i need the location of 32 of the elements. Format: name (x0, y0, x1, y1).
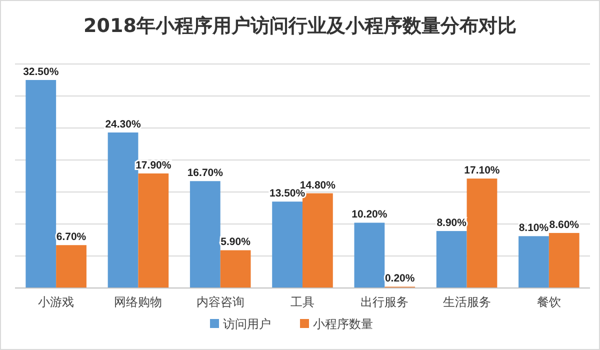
legend-label: 访问用户 (223, 317, 271, 331)
x-tick-label: 工具 (290, 295, 314, 309)
bar (518, 236, 549, 288)
x-tick-label: 餐饮 (536, 295, 561, 309)
bar (354, 222, 385, 288)
data-label: 32.50% (23, 66, 60, 78)
data-label: 0.20% (384, 272, 416, 285)
data-label: 24.30% (105, 118, 142, 130)
bar (56, 245, 86, 288)
legend-label: 小程序数量 (313, 317, 373, 331)
x-tick-label: 小游戏 (38, 295, 74, 309)
x-tick-label: 生活服务 (442, 295, 491, 309)
x-tick-label: 网络购物 (114, 295, 162, 309)
data-label: 8.10% (518, 222, 550, 234)
data-label: 8.60% (549, 218, 580, 231)
bar (26, 80, 56, 288)
data-label: 5.90% (220, 236, 252, 248)
bar (436, 231, 467, 288)
chart-title: 2018年小程序用户访问行业及小程序数量分布对比 (84, 15, 516, 37)
x-tick-label: 出行服务 (360, 295, 409, 309)
bar (548, 232, 580, 288)
data-label: 17.10% (464, 164, 500, 177)
data-label: 10.20% (352, 208, 388, 221)
bar (466, 178, 498, 288)
data-label: 16.70% (187, 167, 224, 180)
bar (272, 202, 302, 288)
bar (220, 250, 251, 288)
data-label: 8.90% (436, 217, 468, 230)
bar (138, 173, 169, 288)
x-tick-label: 内容咨询 (196, 295, 244, 309)
data-label: 6.70% (56, 231, 87, 244)
bar (190, 181, 220, 288)
